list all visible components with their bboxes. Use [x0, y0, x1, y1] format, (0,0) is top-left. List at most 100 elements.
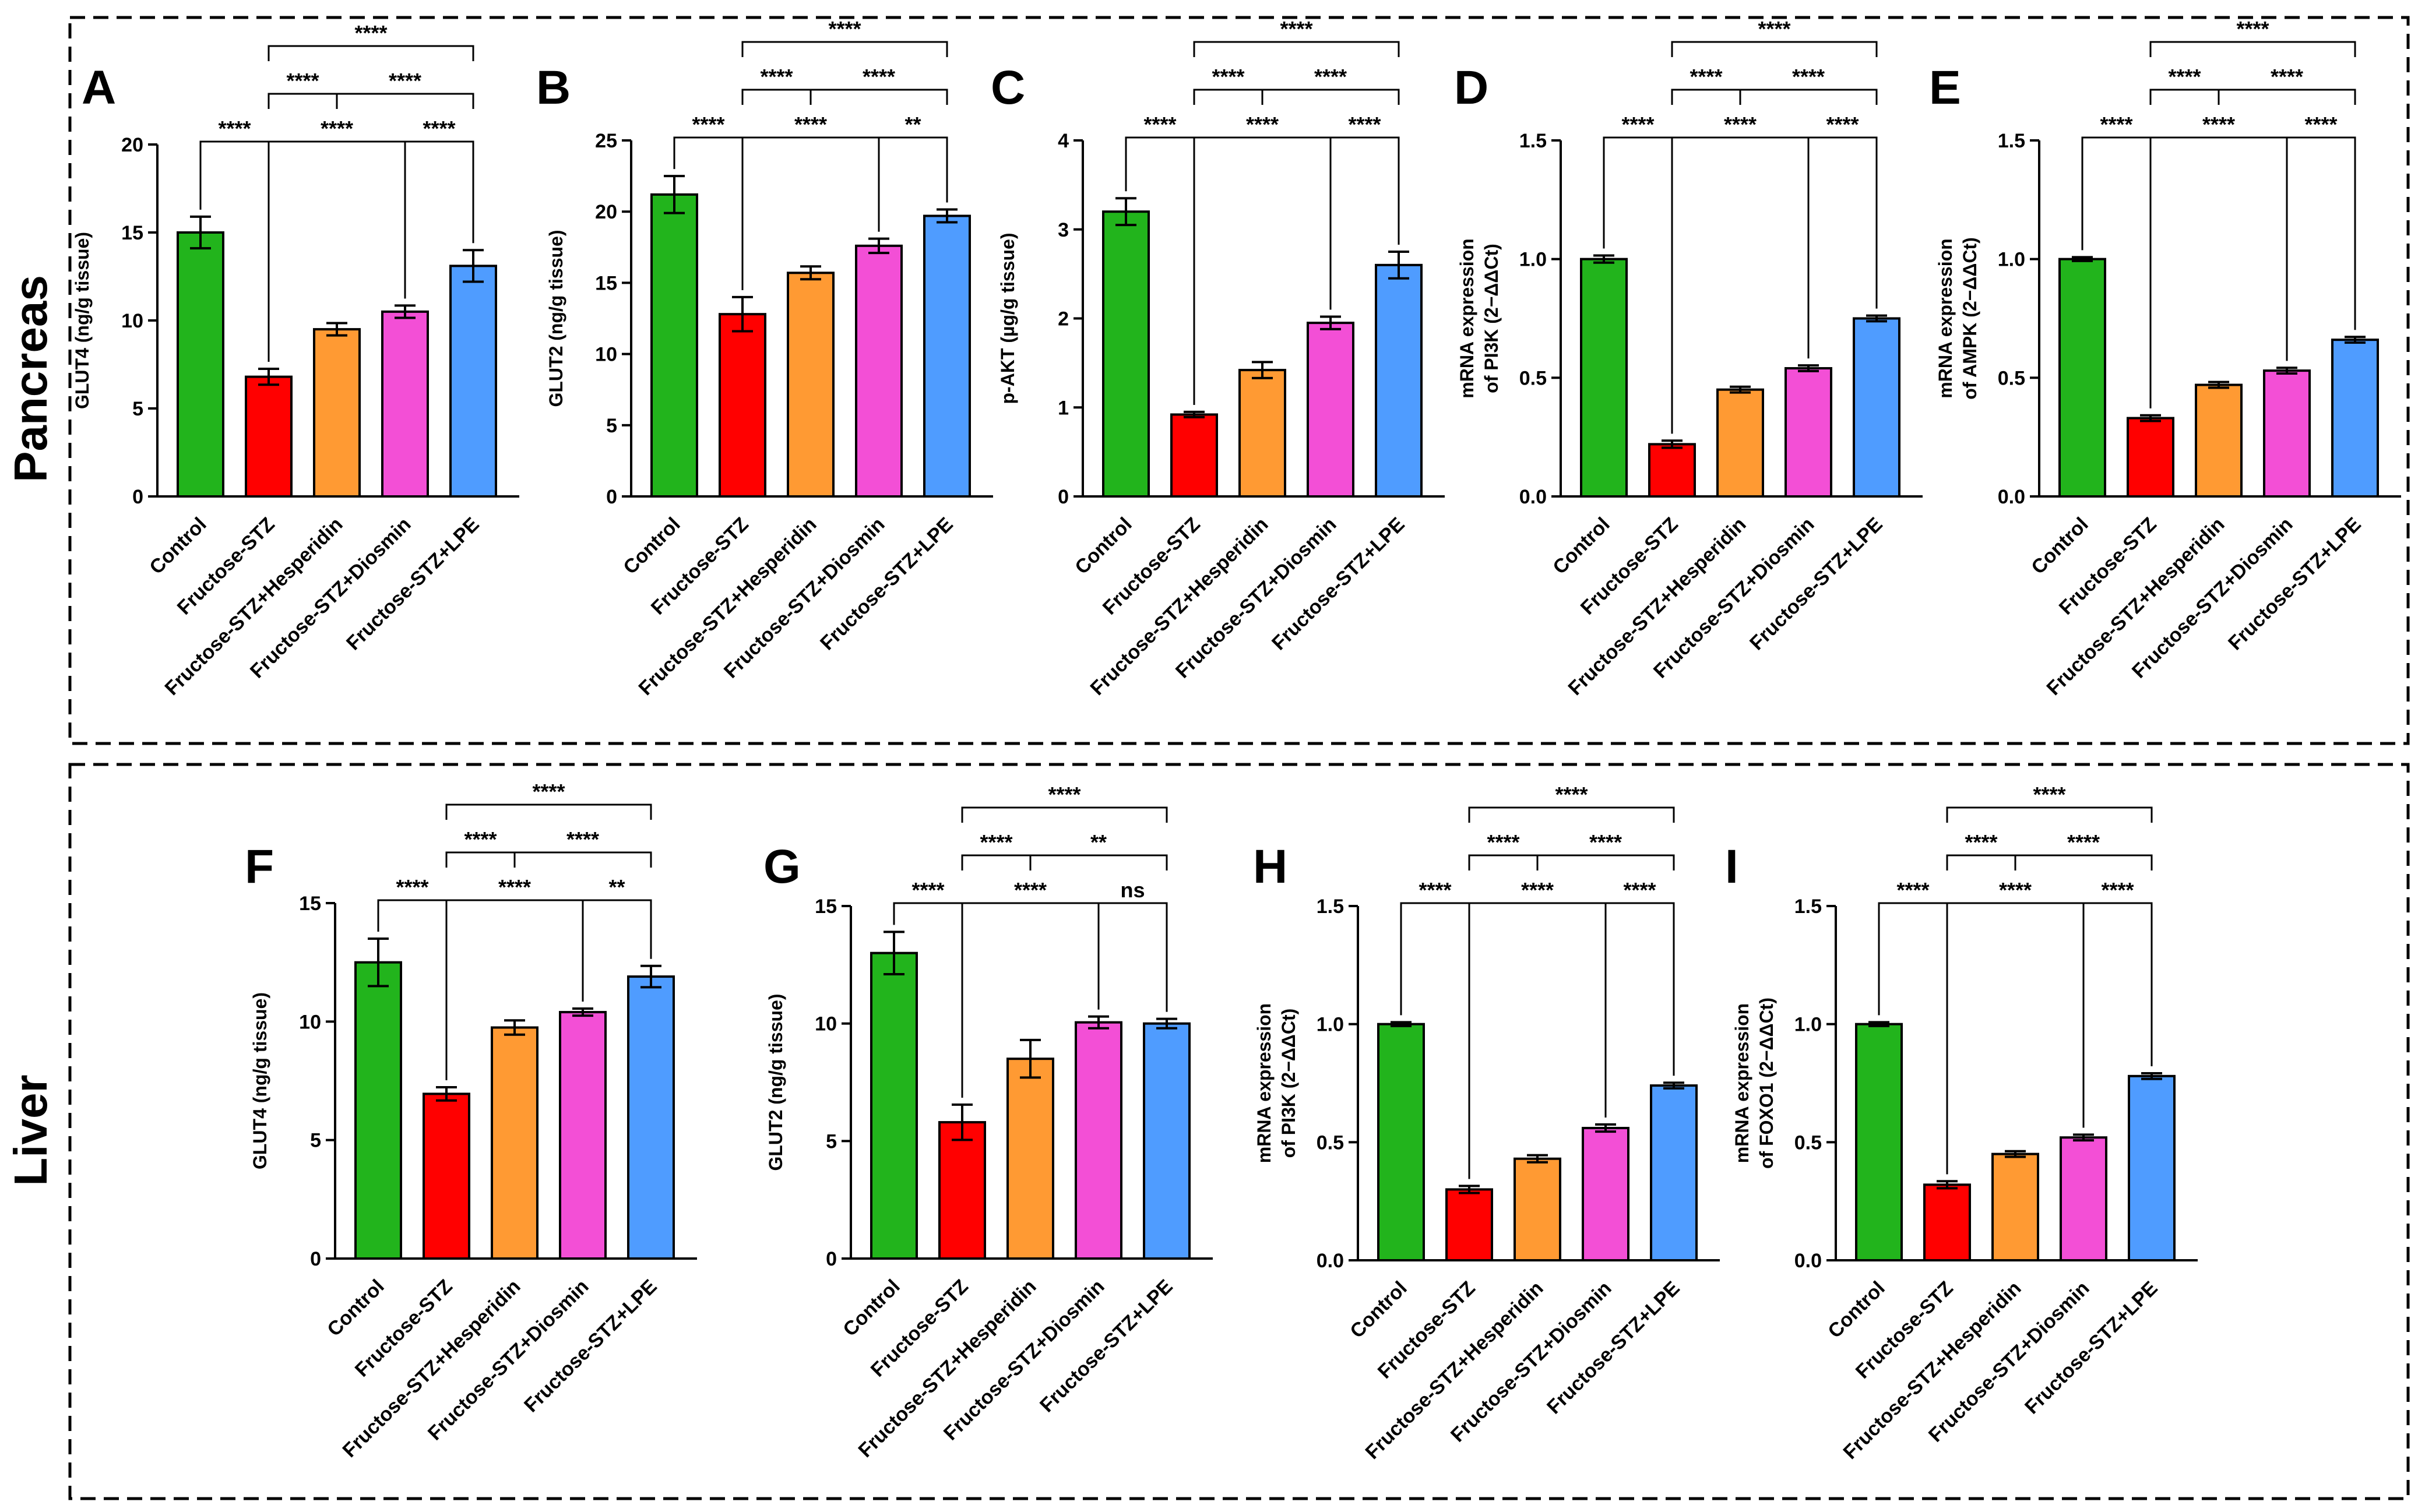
y-tick-label: 1.0 — [1998, 249, 2025, 271]
significance-label: **** — [2304, 112, 2337, 136]
significance-label: **** — [1143, 112, 1176, 136]
section-label-liver: Liver — [5, 1074, 57, 1186]
significance-bracket — [1807, 136, 1878, 359]
significance-label: ** — [1090, 830, 1107, 854]
bar — [2060, 1136, 2107, 1262]
significance-label: **** — [1896, 878, 1929, 902]
bar — [650, 193, 698, 498]
significance-bracket — [1329, 136, 1400, 310]
bar — [491, 1026, 538, 1260]
bar — [1785, 367, 1832, 498]
y-axis-label: GLUT2 (ng/g tissue) — [545, 230, 566, 407]
y-tick-label: 1.5 — [1998, 130, 2025, 152]
x-tick-label: Control — [839, 1275, 904, 1341]
significance-label: **** — [1589, 830, 1622, 854]
significance-label: **** — [980, 830, 1012, 854]
y-tick-label: 10 — [815, 1013, 837, 1035]
bar — [627, 975, 675, 1260]
significance-bracket — [1097, 902, 1168, 1012]
bar — [354, 961, 402, 1260]
y-tick-label: 3 — [1058, 219, 1069, 241]
y-tick-label: 20 — [595, 201, 617, 223]
y-axis-label: GLUT4 (ng/g tissue) — [72, 232, 93, 409]
pancreas-section-border — [68, 16, 2410, 745]
x-tick-label: Fructose-STZ+LPE — [1543, 1277, 1684, 1419]
y-tick-label: 1 — [1058, 397, 1069, 419]
bar — [870, 951, 918, 1260]
significance-label: **** — [863, 65, 895, 89]
bar — [1855, 1023, 1903, 1261]
y-tick-label: 15 — [815, 896, 837, 918]
x-tick-label: Control — [1548, 513, 1614, 579]
bar — [2128, 1074, 2176, 1261]
y-tick-label: 0 — [310, 1248, 321, 1270]
bar — [2263, 369, 2311, 498]
significance-bracket — [961, 806, 1168, 823]
significance-bracket — [1739, 89, 1878, 105]
x-tick-label: Control — [323, 1275, 388, 1341]
x-tick-label: Control — [145, 513, 210, 579]
bar — [1143, 1022, 1191, 1260]
significance-bracket — [1193, 41, 1400, 57]
bar — [1650, 1084, 1698, 1261]
bar — [1102, 210, 1150, 498]
y-tick-label: 0 — [1058, 486, 1069, 508]
bar — [1075, 1021, 1122, 1260]
bar — [1514, 1157, 1561, 1261]
significance-bracket — [336, 93, 474, 109]
significance-label: **** — [911, 878, 944, 902]
significance-bracket — [2149, 41, 2356, 57]
significance-bracket — [2286, 136, 2356, 361]
significance-bracket — [1536, 854, 1675, 870]
significance-label: **** — [2033, 783, 2065, 806]
y-tick-label: 1.0 — [1317, 1014, 1344, 1036]
bar — [449, 265, 497, 498]
y-tick-label: 1.5 — [1794, 896, 1822, 918]
significance-bracket — [1946, 806, 2153, 823]
y-axis-label: of PI3K (2−ΔΔCt) — [1278, 1009, 1299, 1158]
significance-label: **** — [794, 112, 827, 136]
bar — [2058, 258, 2106, 498]
y-axis-label: mRNA expression — [1456, 238, 1477, 398]
panel-d: D 0.0 0.5 1.0 1.5 mRNA expression of PI3K (2−Δ… — [1454, 17, 1923, 700]
x-tick-label: Control — [1824, 1277, 1889, 1342]
y-tick-label: 10 — [595, 344, 617, 366]
panel-letter-e: E — [1929, 61, 1961, 114]
significance-bracket — [513, 851, 652, 868]
significance-label: **** — [1792, 65, 1825, 89]
panel-letter-c: C — [991, 61, 1025, 114]
significance-bracket — [2014, 854, 2153, 870]
significance-bracket — [1946, 902, 2085, 1175]
significance-label: **** — [423, 117, 455, 140]
bar — [559, 1011, 607, 1260]
y-tick-label: 0.5 — [1998, 367, 2025, 389]
significance-label: **** — [1348, 112, 1381, 136]
significance-label: **** — [389, 69, 421, 93]
y-axis-label: mRNA expression — [1731, 1003, 1752, 1163]
bar — [1853, 317, 1900, 498]
significance-label: **** — [2067, 830, 2100, 854]
significance-bracket — [1468, 806, 1675, 823]
significance-label: **** — [1314, 65, 1347, 89]
panel-f: F 0 5 10 15 GLUT4 (ng/g tissue) Control Fructos… — [245, 780, 697, 1462]
y-tick-label: 5 — [310, 1130, 321, 1152]
significance-label: **** — [2271, 65, 2303, 89]
x-tick-label: Control — [1346, 1277, 1411, 1342]
bar — [423, 1092, 470, 1260]
significance-label: **** — [692, 112, 724, 136]
y-tick-label: 15 — [121, 222, 143, 244]
bar — [1307, 322, 1354, 498]
significance-bracket — [582, 899, 652, 1002]
bar — [177, 231, 224, 498]
y-tick-label: 4 — [1058, 130, 1069, 152]
panel-a: A 0 5 10 15 20 GLUT4 (ng/g tissue) Control Fruct… — [72, 21, 519, 700]
significance-bracket — [1029, 854, 1168, 870]
significance-label: **** — [2101, 878, 2134, 902]
significance-label: **** — [1621, 112, 1654, 136]
y-tick-label: 0 — [606, 486, 617, 508]
y-tick-label: 0.0 — [1519, 486, 1547, 508]
significance-bracket — [2218, 89, 2356, 105]
significance-label: **** — [1965, 830, 1997, 854]
x-tick-label: Fructose-STZ+LPE — [816, 513, 958, 655]
bar — [1170, 413, 1218, 498]
